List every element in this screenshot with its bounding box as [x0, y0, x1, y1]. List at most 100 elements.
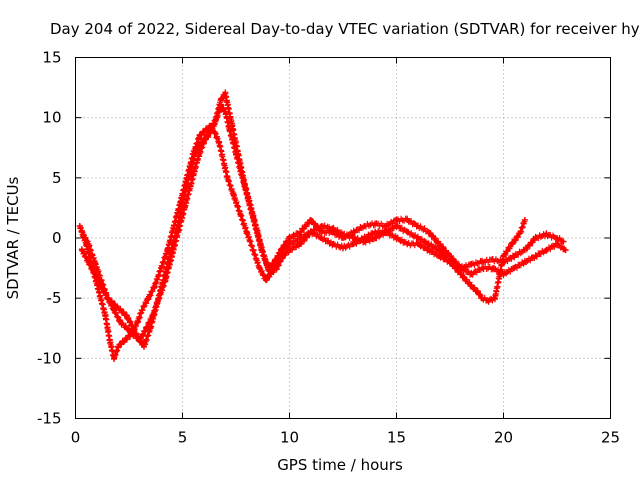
- data-point: [277, 247, 284, 254]
- data-point: [307, 228, 314, 235]
- data-point: [247, 204, 254, 211]
- data-point: [260, 253, 267, 260]
- y-tick-label: -15: [37, 410, 62, 428]
- y-tick-label: -10: [37, 349, 62, 367]
- data-point: [173, 228, 180, 235]
- data-point: [220, 156, 227, 163]
- data-point: [500, 253, 507, 260]
- data-point: [521, 259, 528, 266]
- data-point: [382, 228, 389, 235]
- data-point: [78, 247, 85, 254]
- data-point: [91, 259, 98, 266]
- data-point: [468, 261, 475, 268]
- data-point: [414, 241, 421, 248]
- series-markers: [78, 89, 528, 350]
- x-axis-label: GPS time / hours: [277, 456, 403, 474]
- data-point: [243, 228, 250, 235]
- data-point: [447, 259, 453, 266]
- data-point: [479, 295, 486, 302]
- data-point: [85, 241, 92, 248]
- data-point: [485, 297, 492, 304]
- data-point: [123, 313, 130, 320]
- data-point: [91, 271, 98, 278]
- data-point: [235, 150, 242, 157]
- data-point: [158, 265, 165, 272]
- data-point: [479, 259, 486, 266]
- data-point: [198, 138, 205, 145]
- data-point: [404, 241, 411, 248]
- data-point: [393, 235, 400, 241]
- data-point: [138, 307, 145, 314]
- y-tick-label: 0: [52, 229, 62, 247]
- data-point: [517, 228, 524, 235]
- chart-title: Day 204 of 2022, Sidereal Day-to-day VTE…: [50, 20, 640, 38]
- data-point: [117, 319, 124, 326]
- data-point: [196, 132, 203, 139]
- data-point: [521, 216, 528, 223]
- data-point: [267, 271, 274, 278]
- data-point: [96, 289, 103, 296]
- data-point: [286, 247, 293, 254]
- data-point: [237, 210, 244, 217]
- y-tick-label: 15: [42, 49, 61, 67]
- data-point: [147, 325, 154, 332]
- data-point: [511, 253, 518, 260]
- data-point: [136, 337, 143, 344]
- data-point: [543, 231, 550, 238]
- data-point: [160, 277, 167, 284]
- data-point: [562, 247, 569, 254]
- data-point: [532, 235, 539, 241]
- data-point: [436, 253, 443, 260]
- data-point: [205, 132, 212, 139]
- data-point: [307, 216, 314, 223]
- data-point: [241, 180, 248, 187]
- data-point: [106, 337, 113, 344]
- series-trace-b: [78, 101, 569, 344]
- data-point: [123, 325, 130, 332]
- data-point: [222, 90, 229, 97]
- data-point: [318, 228, 325, 235]
- data-point: [228, 120, 235, 127]
- data-point: [318, 222, 325, 229]
- x-tick-label: 15: [387, 429, 406, 447]
- data-point: [254, 228, 261, 235]
- data-point: [340, 244, 346, 251]
- data-point: [130, 325, 137, 332]
- series-markers: [78, 101, 569, 344]
- data-point: [297, 228, 304, 235]
- data-point: [117, 307, 124, 314]
- x-tick-label: 10: [280, 429, 299, 447]
- data-point: [489, 256, 496, 263]
- y-tick-label: -5: [47, 289, 62, 307]
- data-point: [218, 96, 225, 103]
- data-point: [393, 216, 400, 223]
- data-point: [280, 253, 287, 260]
- x-tick-label: 0: [71, 429, 81, 447]
- data-point: [554, 235, 560, 241]
- x-tick-label: 5: [178, 429, 188, 447]
- data-point: [85, 259, 92, 266]
- y-tick-label: 5: [52, 169, 62, 187]
- data-point: [78, 228, 85, 235]
- data-point: [273, 265, 280, 272]
- data-point: [185, 174, 192, 181]
- data-points: [76, 89, 569, 362]
- data-point: [153, 301, 160, 308]
- data-point: [329, 241, 336, 248]
- data-point: [98, 283, 105, 290]
- data-point: [211, 120, 218, 127]
- data-point: [474, 289, 481, 296]
- data-point: [372, 235, 379, 241]
- data-point: [166, 253, 173, 260]
- data-point: [222, 108, 229, 115]
- data-point: [436, 241, 443, 248]
- data-point: [256, 265, 263, 272]
- data-point: [121, 337, 128, 344]
- series-trace-c: [78, 89, 528, 350]
- data-point: [404, 216, 411, 223]
- data-point: [329, 225, 336, 232]
- data-point: [215, 138, 222, 145]
- data-point: [532, 253, 539, 260]
- data-point: [404, 228, 411, 235]
